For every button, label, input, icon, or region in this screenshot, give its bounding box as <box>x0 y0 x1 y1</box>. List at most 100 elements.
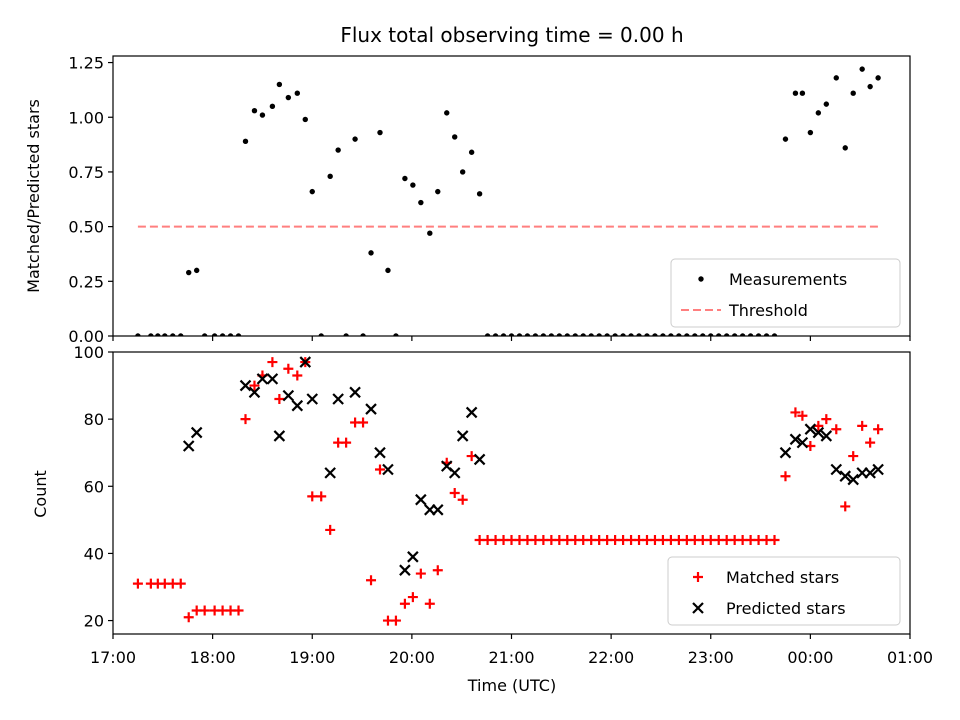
top-measurements-point <box>588 333 594 336</box>
top-measurements-point <box>500 333 507 336</box>
top-measurements-point <box>435 188 441 195</box>
bottom-x-tick-label: 17:00 <box>90 648 136 667</box>
bottom-legend-box <box>667 556 901 626</box>
top-measurements-point <box>644 333 650 336</box>
bottom-legend-matched-stars-marker <box>693 572 703 582</box>
top-measurements-point <box>427 230 433 236</box>
bottom-matched-stars-point <box>175 578 186 589</box>
bottom-predicted-stars-point <box>456 430 469 442</box>
top-measurements-point <box>492 333 499 336</box>
top-measurements-point <box>763 333 770 336</box>
bottom-predicted-stars-point <box>864 467 876 479</box>
bottom-matched-stars-point <box>424 598 435 609</box>
top-measurements-point <box>360 333 366 336</box>
bottom-y-tick-label: 100 <box>73 343 104 362</box>
bottom-matched-stars-point <box>390 615 401 626</box>
top-measurements-point <box>302 116 308 123</box>
bottom-predicted-stars-point <box>399 564 411 576</box>
top-measurements-point <box>162 333 168 336</box>
bottom-matched-stars-point <box>183 612 194 623</box>
top-measurements-point <box>556 333 563 336</box>
bottom-predicted-stars-point <box>847 473 859 486</box>
top-measurements-point <box>484 333 491 336</box>
bottom-axes-frame <box>112 351 911 635</box>
top-measurements-point <box>807 129 814 136</box>
top-measurements-point <box>540 333 547 336</box>
top-measurements-point <box>716 333 722 336</box>
top-measurements-point <box>516 333 523 336</box>
bottom-panel: 20 40 60 80 100 17:00 18:00 19:00 20:00 21:00 22:0… <box>73 343 933 667</box>
top-y-tick-label: 1.25 <box>68 54 104 73</box>
bottom-legend: Matched stars Predicted stars <box>667 556 901 626</box>
bottom-predicted-stars-point <box>448 467 461 479</box>
top-measurements-point <box>676 333 682 336</box>
top-measurements-point <box>193 267 200 274</box>
top-measurements-point <box>201 333 208 336</box>
bottom-matched-stars-point <box>780 471 791 482</box>
top-legend-box <box>670 258 901 328</box>
bottom-matched-stars-point <box>865 437 876 448</box>
top-measurements-point <box>155 333 161 336</box>
bottom-plot-area <box>132 356 884 626</box>
top-measurements-point <box>572 333 578 336</box>
bottom-matched-stars-point <box>274 394 285 404</box>
bottom-predicted-stars-point <box>830 463 843 476</box>
bottom-matched-stars-point <box>840 501 851 512</box>
bottom-predicted-stars-point <box>282 389 295 402</box>
top-measurements-point <box>352 136 358 142</box>
bottom-predicted-stars-point <box>465 406 478 419</box>
bottom-matched-stars-point <box>797 410 808 421</box>
top-measurements-point <box>628 333 634 336</box>
top-measurements-point <box>452 134 458 140</box>
bottom-predicted-stars-point <box>839 470 852 482</box>
bottom-legend-predicted-stars-label: Predicted stars <box>726 599 846 618</box>
top-chart-title: Flux total observing time = 0.00 h <box>340 23 683 47</box>
bottom-x-tick-label: 00:00 <box>787 648 833 667</box>
top-measurements-point <box>242 138 249 145</box>
top-measurements-point <box>459 169 466 175</box>
top-measurements-point <box>692 333 698 336</box>
top-measurements-point <box>604 333 610 336</box>
bottom-matched-stars-point <box>316 491 327 502</box>
top-y-tick-label: 0.25 <box>68 272 104 291</box>
bottom-matched-stars-point <box>199 605 210 616</box>
bottom-x-tick-label: 23:00 <box>688 648 734 667</box>
bottom-predicted-stars-point <box>796 436 809 449</box>
bottom-y-axis-label: Count <box>31 470 50 518</box>
bottom-predicted-stars-point <box>256 373 269 385</box>
bottom-predicted-stars-point <box>415 493 427 506</box>
top-measurements-point <box>335 147 341 153</box>
bottom-y-tick-label: 40 <box>84 544 104 563</box>
top-measurements-point <box>652 333 658 336</box>
top-measurements-point <box>227 333 234 336</box>
top-measurements-point <box>668 333 674 336</box>
top-measurements-point <box>823 101 830 107</box>
bottom-x-tick-label: 19:00 <box>289 648 335 667</box>
bottom-predicted-stars-point <box>804 423 817 435</box>
bottom-matched-stars-point <box>240 414 251 425</box>
top-measurements-point <box>771 333 778 336</box>
top-measurements-point <box>548 333 555 336</box>
bottom-matched-stars-point <box>283 363 294 374</box>
bottom-matched-stars-point <box>790 407 801 418</box>
top-plot-area <box>135 66 881 336</box>
top-measurements-point <box>377 129 383 136</box>
top-measurements-point <box>875 75 881 81</box>
bottom-matched-stars-point <box>873 424 884 435</box>
bottom-predicted-stars-point <box>324 467 336 479</box>
bottom-matched-stars-point <box>366 575 377 586</box>
bottom-matched-stars-point <box>292 370 303 381</box>
bottom-predicted-stars-point <box>248 386 261 399</box>
top-measurements-point <box>235 333 242 336</box>
top-measurements-point <box>564 333 570 336</box>
top-measurements-point <box>792 90 799 96</box>
top-measurements-point <box>747 333 754 336</box>
top-y-tick-label: 0.00 <box>68 327 104 346</box>
top-measurements-point <box>660 333 666 336</box>
top-measurements-point <box>859 66 865 72</box>
bottom-predicted-stars-point <box>306 393 319 405</box>
top-measurements-point <box>739 333 746 336</box>
bottom-predicted-stars-point <box>190 426 203 439</box>
bottom-legend-predicted-stars-marker <box>692 602 704 614</box>
bottom-x-tick-label: 01:00 <box>887 648 933 667</box>
